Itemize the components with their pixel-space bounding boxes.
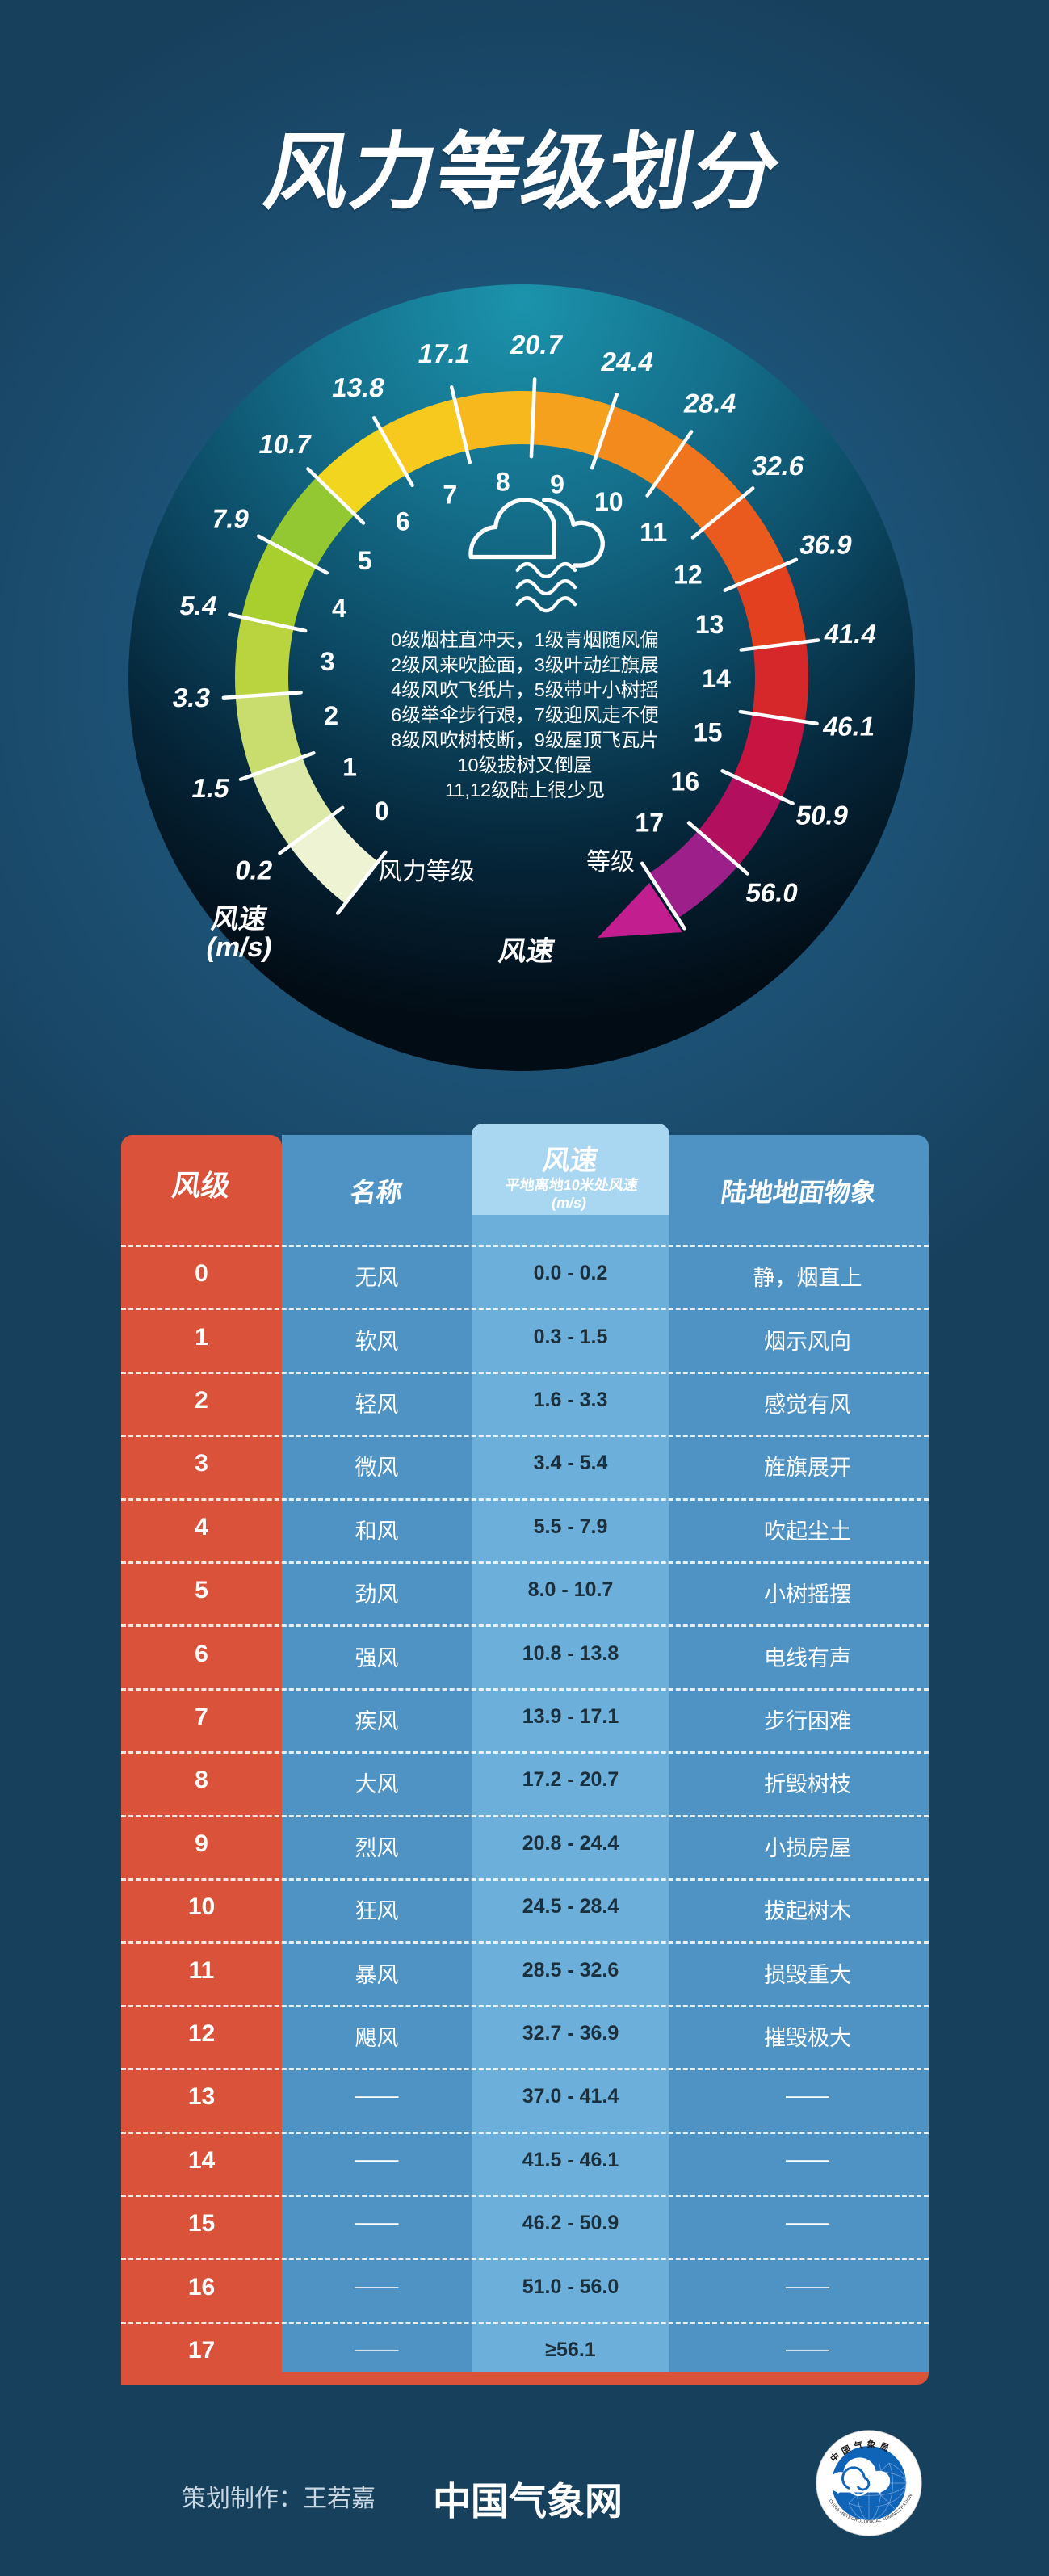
svg-text:50.9: 50.9 <box>794 801 851 831</box>
svg-text:8级风吹树枝断，9级屋顶飞瓦片: 8级风吹树枝断，9级屋顶飞瓦片 <box>391 729 659 750</box>
svg-text:1: 1 <box>342 752 357 781</box>
svg-text:36.9: 36.9 <box>798 531 855 561</box>
svg-text:7: 7 <box>443 480 457 509</box>
svg-text:风力等级: 风力等级 <box>378 859 475 885</box>
svg-text:10: 10 <box>594 487 623 516</box>
svg-text:4: 4 <box>332 594 346 623</box>
svg-text:风速: 风速 <box>209 904 270 935</box>
svg-text:0: 0 <box>375 796 389 826</box>
svg-text:13.8: 13.8 <box>329 373 387 403</box>
svg-text:10.7: 10.7 <box>257 430 314 460</box>
svg-text:等级: 等级 <box>586 849 635 876</box>
svg-text:6: 6 <box>396 507 410 536</box>
svg-text:20.7: 20.7 <box>508 330 565 360</box>
svg-text:17.1: 17.1 <box>416 339 473 369</box>
svg-text:9: 9 <box>550 470 564 499</box>
svg-text:6级举伞步行艰，7级迎风走不便: 6级举伞步行艰，7级迎风走不便 <box>391 704 659 725</box>
svg-text:16: 16 <box>671 767 700 796</box>
svg-text:2: 2 <box>324 701 338 730</box>
svg-text:4级风吹飞纸片，5级带叶小树摇: 4级风吹飞纸片，5级带叶小树摇 <box>391 679 659 700</box>
svg-text:41.4: 41.4 <box>822 620 879 649</box>
svg-text:(m/s): (m/s) <box>204 932 275 963</box>
svg-text:3.3: 3.3 <box>170 683 212 713</box>
svg-text:风速: 风速 <box>497 936 557 967</box>
svg-text:3: 3 <box>321 647 335 676</box>
svg-text:15: 15 <box>694 717 723 746</box>
svg-text:1.5: 1.5 <box>190 774 232 804</box>
svg-text:17: 17 <box>635 808 664 837</box>
svg-text:12: 12 <box>673 560 703 589</box>
svg-text:24.4: 24.4 <box>598 347 656 377</box>
svg-text:5: 5 <box>358 546 372 575</box>
svg-text:11,12级陆上很少见: 11,12级陆上很少见 <box>445 780 605 801</box>
svg-text:32.6: 32.6 <box>749 452 807 481</box>
svg-text:46.1: 46.1 <box>820 712 878 742</box>
svg-text:10级拔树又倒屋: 10级拔树又倒屋 <box>457 754 592 775</box>
svg-text:11: 11 <box>640 518 667 547</box>
svg-text:14: 14 <box>702 664 731 693</box>
svg-text:8: 8 <box>496 468 510 497</box>
svg-text:0级烟柱直冲天，1级青烟随风偏: 0级烟柱直冲天，1级青烟随风偏 <box>391 629 659 650</box>
svg-text:2级风来吹脸面，3级叶动红旗展: 2级风来吹脸面，3级叶动红旗展 <box>391 654 659 675</box>
svg-text:0.2: 0.2 <box>233 856 275 886</box>
svg-text:5.4: 5.4 <box>177 591 220 621</box>
svg-text:7.9: 7.9 <box>209 505 251 535</box>
svg-text:13: 13 <box>695 610 724 639</box>
svg-text:28.4: 28.4 <box>682 389 739 419</box>
svg-text:56.0: 56.0 <box>744 879 801 909</box>
